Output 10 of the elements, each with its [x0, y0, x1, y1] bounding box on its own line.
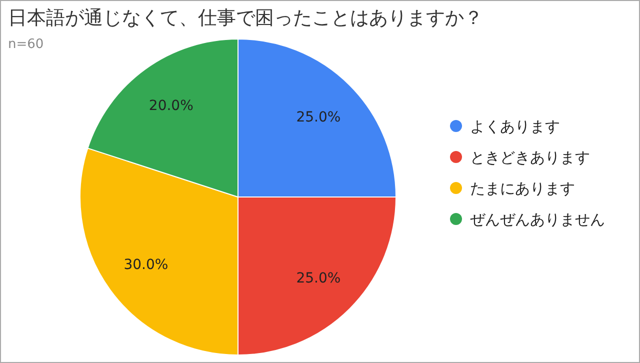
legend-label: よくあります: [470, 117, 560, 136]
data-label: 30.0%: [124, 256, 168, 273]
data-label: 20.0%: [148, 98, 194, 114]
data-label: 25.0%: [296, 270, 341, 286]
chart-subtitle: n=60: [8, 37, 44, 52]
data-label: 25.0%: [296, 109, 341, 126]
legend-label: たまにあります: [470, 179, 575, 198]
legend-label: ぜんぜんありません: [470, 210, 605, 228]
legend-label: ときどきあります: [470, 148, 590, 166]
chart-title: 日本語が通じなくて、仕事で困ったことはありますか？: [8, 7, 483, 29]
